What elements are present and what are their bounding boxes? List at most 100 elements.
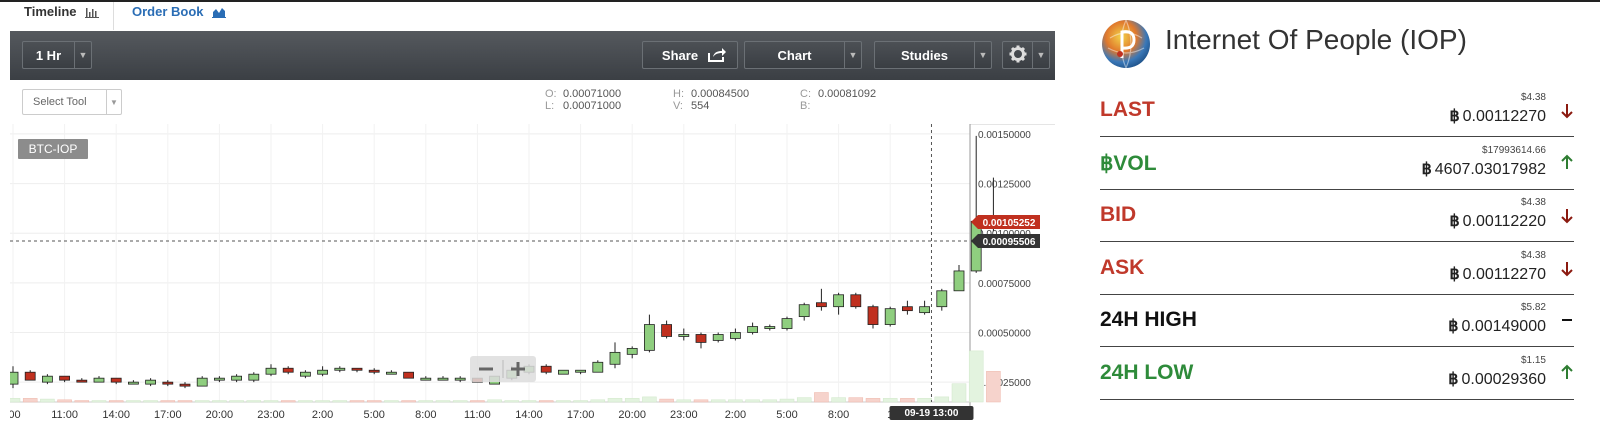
volume-bar	[951, 383, 967, 403]
studies-label: Studies	[901, 47, 948, 63]
candle-up[interactable]	[953, 270, 965, 292]
candle-up[interactable]	[145, 379, 157, 385]
candle-up[interactable]	[10, 371, 19, 385]
volume-bar	[435, 400, 451, 403]
volume-bar	[280, 400, 296, 403]
candle-up[interactable]	[213, 377, 225, 381]
candle-up[interactable]	[730, 332, 741, 339]
candle-up[interactable]	[592, 361, 604, 373]
volume-label: V:	[673, 100, 683, 112]
candle-up[interactable]	[437, 377, 449, 381]
volume-bar	[590, 399, 606, 403]
volume-bar	[229, 400, 244, 403]
candle-up[interactable]	[317, 369, 329, 375]
candle-up[interactable]	[248, 373, 260, 381]
candle-down[interactable]	[661, 324, 672, 337]
last-price-tag-bg	[971, 215, 1040, 229]
candle-up[interactable]	[42, 375, 53, 383]
candle-up[interactable]	[420, 377, 432, 381]
volume-bar	[831, 397, 846, 403]
volume-bar	[487, 399, 502, 403]
candle-up[interactable]	[558, 369, 569, 375]
volume-bar	[74, 400, 90, 403]
candle-up[interactable]	[385, 371, 397, 375]
candle-up[interactable]	[833, 294, 844, 308]
tab-timeline[interactable]: Timeline	[24, 4, 99, 19]
candle-up[interactable]	[644, 324, 655, 351]
candle-down[interactable]	[403, 371, 415, 379]
candle-down[interactable]	[179, 383, 191, 387]
candle-up[interactable]	[575, 369, 586, 373]
candle-up[interactable]	[781, 318, 793, 329]
interval-dropdown[interactable]: 1 Hr ▼	[22, 41, 92, 69]
volume-bar	[814, 392, 829, 403]
volume-bar	[693, 399, 709, 403]
volume-bar	[349, 400, 365, 403]
candle-down[interactable]	[110, 377, 122, 383]
volume-value: 554	[691, 100, 710, 112]
volume-bar	[848, 397, 864, 403]
share-button[interactable]: Share	[642, 41, 738, 69]
candle-down[interactable]	[850, 294, 862, 308]
crosshair-price-tag-bg	[971, 234, 1040, 248]
candle-up[interactable]	[798, 304, 810, 318]
candle-down[interactable]	[24, 371, 36, 381]
candle-up[interactable]	[299, 371, 311, 377]
candle-up[interactable]	[196, 377, 208, 387]
volume-bar	[246, 400, 262, 403]
chevron-down-icon: ▼	[106, 90, 121, 114]
candle-down[interactable]	[540, 365, 552, 373]
x-tick-label: 20:00	[206, 409, 234, 421]
y-tick-label: 0.00050000	[978, 329, 1031, 340]
x-tick-label: 2:00	[725, 409, 746, 421]
candle-down[interactable]	[902, 306, 913, 312]
candle-down[interactable]	[695, 334, 707, 343]
x-tick-label: 11:00	[51, 409, 78, 421]
candle-up[interactable]	[919, 306, 930, 314]
area-chart-icon	[211, 7, 226, 18]
tab-order-book[interactable]: Order Book	[132, 4, 226, 19]
y-tick-label: 0.00075000	[978, 279, 1031, 290]
candle-up[interactable]	[884, 308, 896, 325]
candle-down[interactable]	[76, 379, 88, 383]
price-chart[interactable]: 0.000250000.000500000.000750000.00100000…	[10, 124, 1055, 432]
volume-bar	[710, 399, 726, 403]
candle-up[interactable]	[764, 326, 776, 329]
candle-down[interactable]	[162, 381, 174, 385]
candle-up[interactable]	[712, 334, 724, 341]
zoom-controls[interactable]	[470, 356, 536, 382]
studies-dropdown[interactable]: Studies ▼	[874, 41, 992, 69]
candle-up[interactable]	[128, 381, 139, 385]
chart-type-dropdown[interactable]: Chart ▼	[744, 41, 862, 69]
candle-up[interactable]	[265, 367, 277, 375]
volume-bar	[10, 398, 21, 403]
settings-dropdown[interactable]: ▼	[1002, 41, 1050, 69]
candle-up[interactable]	[93, 377, 105, 383]
y-tick-label: 0.00025000	[978, 378, 1031, 389]
candle-up[interactable]	[334, 367, 346, 371]
y-tick-label: 0.00150000	[978, 130, 1031, 141]
volume-bar	[659, 398, 674, 403]
ticker-btc-value: ฿ 0.00029360	[1448, 369, 1546, 389]
ohlc-close-bid: C: 0.00081092 B:	[800, 88, 876, 112]
candle-up[interactable]	[454, 377, 466, 381]
candle-down[interactable]	[867, 306, 879, 325]
candle-up[interactable]	[936, 290, 948, 308]
candle-up[interactable]	[678, 334, 690, 337]
x-tick-label: 5:00	[363, 409, 384, 421]
arrow-down-icon	[1561, 261, 1573, 276]
candle-up[interactable]	[747, 326, 758, 333]
candle-up[interactable]	[231, 375, 243, 381]
candle-down[interactable]	[816, 302, 827, 308]
x-tick-label: 2:00	[312, 409, 333, 421]
candle-down[interactable]	[368, 369, 380, 373]
candle-up[interactable]	[609, 351, 621, 365]
candle-down[interactable]	[282, 367, 294, 373]
candle-down[interactable]	[59, 375, 70, 381]
select-tool-dropdown[interactable]: Select Tool ▼	[22, 89, 122, 115]
candle-up[interactable]	[626, 347, 638, 355]
ticker-btc-value: ฿ 0.00112270	[1449, 106, 1546, 126]
tab-timeline-label: Timeline	[24, 4, 77, 19]
candlestick-chart[interactable]: 0.000250000.000500000.000750000.00100000…	[10, 124, 1055, 432]
candle-down[interactable]	[351, 367, 363, 371]
